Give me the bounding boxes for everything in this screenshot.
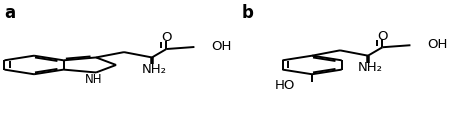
Text: OH: OH [427,38,447,51]
Text: NH: NH [85,73,102,86]
Text: O: O [377,30,388,43]
Text: a: a [5,4,16,22]
Text: NH₂: NH₂ [358,61,383,74]
Text: OH: OH [211,40,231,53]
Text: HO: HO [275,79,295,92]
Text: b: b [242,4,254,22]
Text: NH₂: NH₂ [142,63,167,76]
Text: O: O [161,31,172,44]
